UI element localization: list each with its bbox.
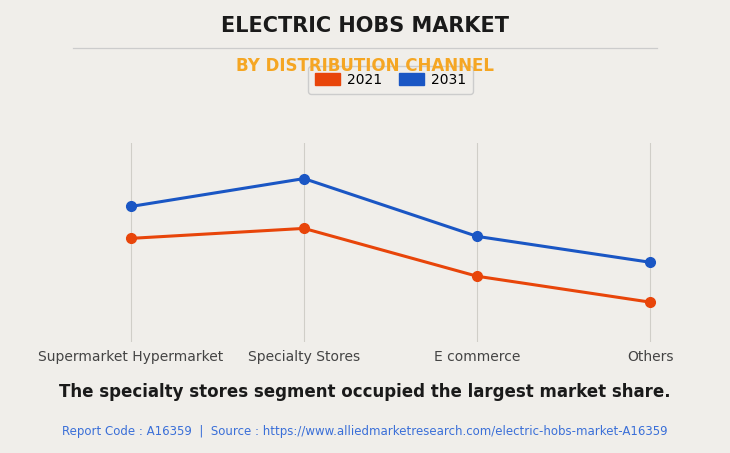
Text: The specialty stores segment occupied the largest market share.: The specialty stores segment occupied th… — [59, 383, 671, 401]
Legend: 2021, 2031: 2021, 2031 — [308, 66, 473, 94]
Text: ELECTRIC HOBS MARKET: ELECTRIC HOBS MARKET — [221, 16, 509, 36]
Text: BY DISTRIBUTION CHANNEL: BY DISTRIBUTION CHANNEL — [236, 57, 494, 75]
Text: Report Code : A16359  |  Source : https://www.alliedmarketresearch.com/electric-: Report Code : A16359 | Source : https://… — [62, 425, 668, 438]
